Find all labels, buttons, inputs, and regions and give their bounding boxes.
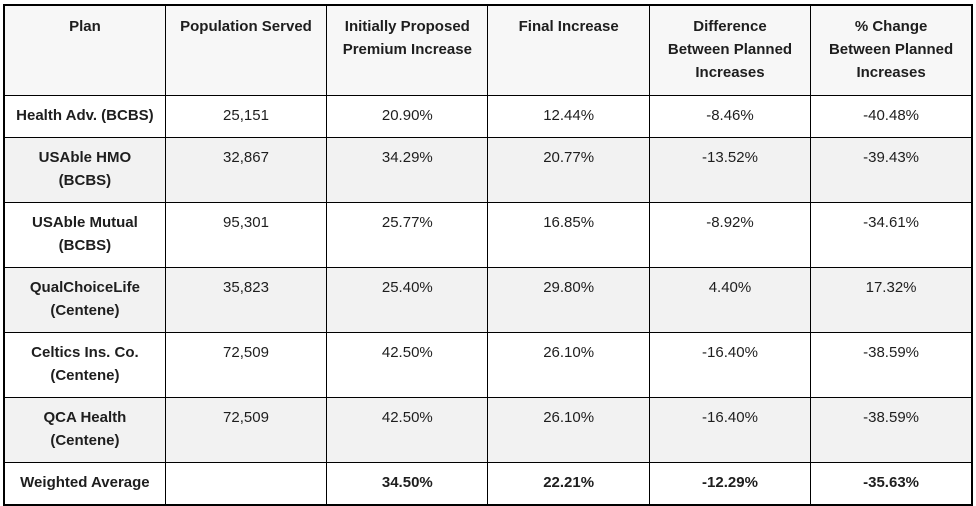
difference-cell: -16.40%: [648, 397, 812, 463]
header-line: Between Planned: [828, 41, 954, 58]
plan-name: Health Adv. (BCBS): [16, 107, 154, 124]
difference-cell: -8.46%: [648, 95, 812, 138]
column-header-final-increase: Final Increase: [487, 4, 650, 96]
table-row-qualchoicelife: QualChoiceLife (Centene) 35,823 25.40% 2…: [3, 267, 973, 333]
column-header-plan: Plan: [3, 4, 166, 96]
table-row-celtics-ins: Celtics Ins. Co. (Centene) 72,509 42.50%…: [3, 332, 973, 398]
difference-cell: -16.40%: [648, 332, 812, 398]
population-served-cell: 95,301: [164, 202, 328, 268]
header-line: Increases: [856, 64, 926, 81]
column-header-difference-between-planned-increases: Difference Between Planned Increases: [648, 4, 812, 96]
plan-parent: (Centene): [50, 432, 120, 449]
plan-name: Celtics Ins. Co.: [31, 344, 139, 361]
pct-change-cell: -34.61%: [810, 202, 973, 268]
proposed-increase-cell: 25.40%: [326, 267, 489, 333]
plan-cell: Weighted Average: [3, 462, 166, 506]
proposed-increase-cell: 34.50%: [326, 462, 489, 506]
population-served-cell: 72,509: [164, 332, 328, 398]
header-line: Initially Proposed: [344, 18, 470, 35]
population-served-cell: 35,823: [164, 267, 328, 333]
proposed-increase-cell: 34.29%: [326, 137, 489, 203]
table-header: Plan Population Served Initially Propose…: [3, 4, 973, 96]
column-header-population-served: Population Served: [164, 4, 328, 96]
plan-cell: Celtics Ins. Co. (Centene): [3, 332, 166, 398]
difference-cell: 4.40%: [648, 267, 812, 333]
header-line: Population Served: [180, 18, 312, 35]
header-line: Between Planned: [667, 41, 793, 58]
header-row: Plan Population Served Initially Propose…: [3, 4, 973, 96]
plan-name: QualChoiceLife: [29, 279, 140, 296]
final-increase-cell: 20.77%: [487, 137, 650, 203]
proposed-increase-cell: 25.77%: [326, 202, 489, 268]
table-row-weighted-average: Weighted Average 34.50% 22.21% -12.29% -…: [3, 462, 973, 506]
header-line: Difference: [693, 18, 767, 35]
column-header-pct-change-between-planned-increases: % Change Between Planned Increases: [810, 4, 973, 96]
plan-name: USAble HMO: [38, 149, 132, 166]
plan-parent: (BCBS): [58, 237, 112, 254]
final-increase-cell: 26.10%: [487, 332, 650, 398]
plan-cell: QCA Health (Centene): [3, 397, 166, 463]
pct-change-cell: -40.48%: [810, 95, 973, 138]
difference-cell: -13.52%: [648, 137, 812, 203]
plan-cell: USAble HMO (BCBS): [3, 137, 166, 203]
plan-parent: (BCBS): [58, 172, 112, 189]
population-served-cell: 72,509: [164, 397, 328, 463]
plan-name: USAble Mutual: [31, 214, 138, 231]
plan-cell: USAble Mutual (BCBS): [3, 202, 166, 268]
plan-name: QCA Health: [43, 409, 127, 426]
final-increase-cell: 26.10%: [487, 397, 650, 463]
premium-increase-table: Plan Population Served Initially Propose…: [3, 4, 973, 506]
pct-change-cell: 17.32%: [810, 267, 973, 333]
header-line: Plan: [69, 18, 101, 35]
population-served-cell: [164, 462, 328, 506]
population-served-cell: 32,867: [164, 137, 328, 203]
final-increase-cell: 22.21%: [487, 462, 650, 506]
pct-change-cell: -35.63%: [810, 462, 973, 506]
difference-cell: -8.92%: [648, 202, 812, 268]
header-line: % Change: [854, 18, 928, 35]
table-body: Health Adv. (BCBS) 25,151 20.90% 12.44% …: [3, 95, 973, 506]
table-row-usable-mutual: USAble Mutual (BCBS) 95,301 25.77% 16.85…: [3, 202, 973, 268]
proposed-increase-cell: 42.50%: [326, 332, 489, 398]
proposed-increase-cell: 20.90%: [326, 95, 489, 138]
plan-parent: (Centene): [50, 302, 120, 319]
plan-parent: (Centene): [50, 367, 120, 384]
pct-change-cell: -38.59%: [810, 397, 973, 463]
header-line: Final Increase: [518, 18, 619, 35]
difference-cell: -12.29%: [648, 462, 812, 506]
table-row-qca-health: QCA Health (Centene) 72,509 42.50% 26.10…: [3, 397, 973, 463]
final-increase-cell: 29.80%: [487, 267, 650, 333]
plan-name: Weighted Average: [20, 474, 150, 491]
final-increase-cell: 16.85%: [487, 202, 650, 268]
table-row-usable-hmo: USAble HMO (BCBS) 32,867 34.29% 20.77% -…: [3, 137, 973, 203]
plan-cell: QualChoiceLife (Centene): [3, 267, 166, 333]
final-increase-cell: 12.44%: [487, 95, 650, 138]
pct-change-cell: -38.59%: [810, 332, 973, 398]
header-line: Increases: [695, 64, 765, 81]
header-line: Premium Increase: [342, 41, 472, 58]
table-row-health-adv: Health Adv. (BCBS) 25,151 20.90% 12.44% …: [3, 95, 973, 138]
proposed-increase-cell: 42.50%: [326, 397, 489, 463]
plan-cell: Health Adv. (BCBS): [3, 95, 166, 138]
population-served-cell: 25,151: [164, 95, 328, 138]
pct-change-cell: -39.43%: [810, 137, 973, 203]
column-header-initially-proposed-premium-increase: Initially Proposed Premium Increase: [326, 4, 489, 96]
